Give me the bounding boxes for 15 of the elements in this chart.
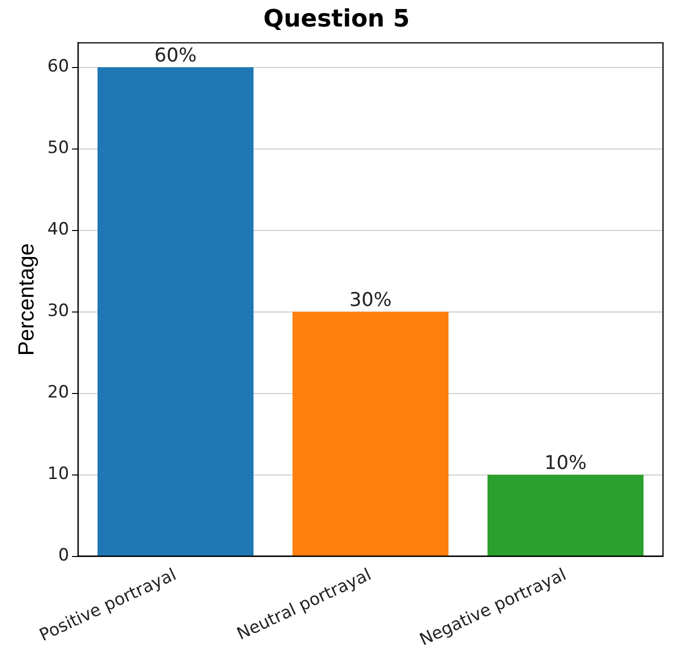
y-tick-label: 60 xyxy=(47,56,70,77)
y-tick-label: 30 xyxy=(47,301,70,322)
data-label: 60% xyxy=(154,44,197,67)
y-tick-label: 0 xyxy=(58,546,70,566)
data-label: 10% xyxy=(544,452,587,474)
y-tick-label: 40 xyxy=(47,220,70,240)
y-axis-title: Percentage xyxy=(13,243,38,356)
y-tick-label: 50 xyxy=(47,138,70,158)
bar xyxy=(488,474,644,556)
bar xyxy=(292,312,449,556)
y-tick-label: 20 xyxy=(47,382,70,403)
bar xyxy=(98,67,254,556)
y-tick-label: 10 xyxy=(47,464,70,484)
chart-title: Question 5 xyxy=(263,4,410,33)
data-label: 30% xyxy=(349,289,392,312)
